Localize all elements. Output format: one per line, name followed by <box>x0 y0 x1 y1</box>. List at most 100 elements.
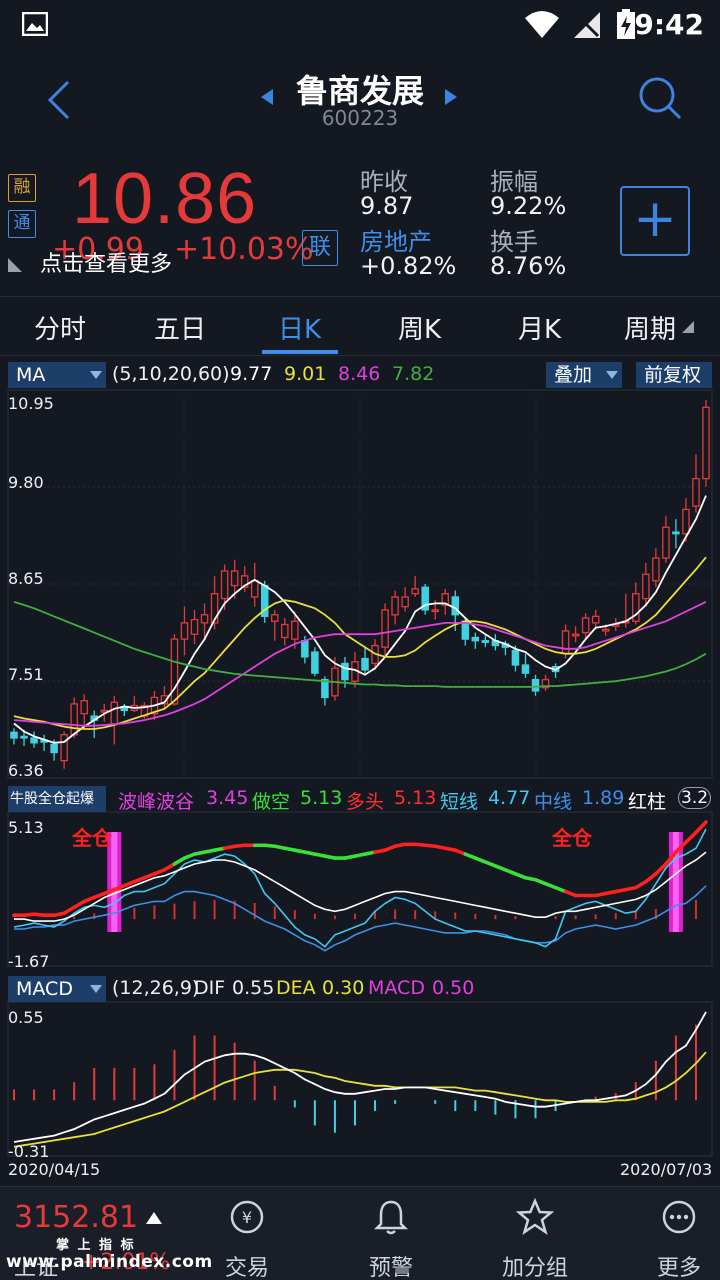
tab-period[interactable]: 周期 <box>624 315 677 345</box>
dif-label: DIF <box>194 977 226 999</box>
wifi-icon <box>525 11 559 38</box>
indicator-mid-line <box>14 885 707 952</box>
ma20-value: 8.46 <box>338 363 381 385</box>
legend-long-label: 多头 <box>346 791 385 813</box>
candle-body <box>240 575 249 588</box>
macd-selector-label: MACD <box>16 978 73 1000</box>
indicator-trend-line <box>674 840 688 854</box>
next-stock-icon[interactable] <box>444 88 458 106</box>
legend-red-bar-label: 红柱 <box>628 791 667 813</box>
indicator-trend-line <box>694 820 708 835</box>
prev-close-label: 昨收 <box>360 168 408 196</box>
margin-trading-badge: 融 <box>8 174 36 202</box>
kline-chart[interactable] <box>0 388 720 1186</box>
up-arrow-icon <box>146 1212 162 1224</box>
full-position-signal-label: 全仓 <box>552 826 592 850</box>
nav-watchlist[interactable]: 加分组 <box>501 1256 568 1280</box>
candle-body <box>381 609 389 648</box>
more-icon[interactable] <box>660 1198 698 1236</box>
ma10-value: 9.01 <box>284 363 327 385</box>
candle-body <box>180 622 189 640</box>
candle-body <box>581 617 590 634</box>
candle-body <box>281 623 289 639</box>
candle-body <box>662 526 670 559</box>
y-tick-label: 6.36 <box>8 761 44 780</box>
bell-icon[interactable] <box>372 1198 410 1236</box>
watermark-title: 掌 上 指 标 <box>56 1238 136 1253</box>
ma-params: (5,10,20,60) <box>112 363 230 385</box>
legend-peak-valley-value: 3.45 <box>206 787 249 809</box>
ma5-value: 9.77 <box>230 363 273 385</box>
candle-body <box>441 593 450 606</box>
prev-stock-icon[interactable] <box>260 88 274 106</box>
nav-alert[interactable]: 预警 <box>368 1256 413 1280</box>
indicator-y-bottom: -1.67 <box>8 952 50 971</box>
nav-more[interactable]: 更多 <box>656 1256 701 1280</box>
full-position-signal-highlight <box>111 832 118 932</box>
active-tab-indicator <box>262 350 338 354</box>
bottom-nav <box>0 1186 720 1280</box>
ma-line-ma5 <box>13 495 707 744</box>
index-change: +2.01% <box>82 1250 171 1275</box>
candle-body <box>591 615 600 624</box>
tab-monthly-k[interactable]: 月K <box>518 315 562 345</box>
candle-body <box>401 596 409 608</box>
watermark-url: www.palmindex.com <box>6 1252 213 1272</box>
macd-params: (12,26,9) <box>112 977 200 999</box>
candle-body <box>301 640 309 658</box>
candle-body <box>291 620 299 640</box>
index-value[interactable]: 3152.81 <box>14 1200 139 1235</box>
legend-short-line-label: 短线 <box>440 791 479 813</box>
candle-body <box>311 651 319 674</box>
index-name: 上证 <box>14 1256 59 1280</box>
tab-five-day[interactable]: 五日 <box>154 315 207 345</box>
back-icon[interactable] <box>46 80 72 120</box>
full-position-signal-highlight <box>672 832 679 932</box>
candle-body <box>20 735 28 739</box>
candle-body <box>361 657 369 671</box>
y-tick-label: 8.65 <box>8 569 44 588</box>
panel-border <box>7 811 713 967</box>
overlay-selector[interactable]: 叠加 <box>546 362 622 388</box>
trade-icon[interactable]: ¥ <box>228 1198 266 1236</box>
period-corner-icon <box>682 321 694 333</box>
candle-body <box>481 640 490 643</box>
page-title: 鲁商发展 <box>295 72 424 110</box>
candle-body <box>451 596 460 616</box>
tab-weekly-k[interactable]: 周K <box>398 315 442 345</box>
ma-line-ma10 <box>13 556 707 730</box>
overlay-label: 叠加 <box>554 364 593 386</box>
dif-value: 0.55 <box>232 977 275 999</box>
dea-value: 0.30 <box>322 977 365 999</box>
ma-line-ma20 <box>13 600 707 727</box>
candle-body <box>341 662 349 681</box>
adjust-button[interactable]: 前复权 <box>636 362 712 388</box>
y-tick-label: 7.51 <box>8 665 44 684</box>
indicator-trend-line <box>162 862 177 872</box>
y-tick-label: 9.80 <box>8 473 44 492</box>
candle-body <box>561 630 570 655</box>
ma-selector[interactable]: MA <box>8 362 106 388</box>
tab-intraday[interactable]: 分时 <box>34 315 87 345</box>
dropdown-icon <box>90 985 102 993</box>
nav-trade[interactable]: 交易 <box>224 1256 269 1280</box>
prev-close-value: 9.87 <box>360 192 414 220</box>
current-price: 10.86 <box>72 159 258 239</box>
candle-body <box>521 664 530 674</box>
add-watchlist-button[interactable]: + <box>620 186 690 256</box>
star-icon[interactable] <box>516 1198 554 1236</box>
indicator-selector[interactable]: 牛股全仓起爆 <box>8 786 106 812</box>
linked-badge[interactable]: 联 <box>302 230 338 266</box>
date-start: 2020/04/15 <box>8 1160 101 1179</box>
sector-link[interactable]: 房地产 <box>360 228 432 256</box>
indicator-white-line <box>14 851 707 922</box>
legend-peak-valley-label: 波峰波谷 <box>118 791 195 813</box>
image-icon <box>22 12 48 36</box>
search-icon[interactable] <box>638 76 682 120</box>
macd-selector[interactable]: MACD <box>8 976 106 1002</box>
more-info-link[interactable]: 点击查看更多 <box>40 252 173 277</box>
legend-mid-line-value: 1.89 <box>582 787 625 809</box>
tab-daily-k[interactable]: 日K <box>278 315 322 345</box>
indicator-trend-line <box>633 879 648 890</box>
